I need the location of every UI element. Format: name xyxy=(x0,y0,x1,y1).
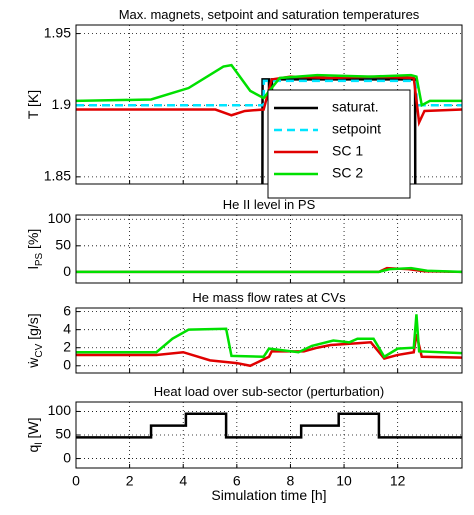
legend-label: saturat. xyxy=(332,99,379,115)
y-label-unit: [%] xyxy=(25,229,41,253)
axes-title: He mass flow rates at CVs xyxy=(192,290,346,305)
y-tick-label: 6 xyxy=(63,302,71,318)
axes-title: He II level in PS xyxy=(223,197,316,212)
axes-frame xyxy=(75,214,463,284)
x-tick-label: 2 xyxy=(126,473,134,489)
y-tick-label: 0 xyxy=(63,263,71,279)
y-tick-label: 1.9 xyxy=(52,96,72,112)
y-label-main: l xyxy=(25,266,41,269)
series-line xyxy=(76,314,462,359)
y-tick-label: 0 xyxy=(63,356,71,372)
y-label-sub: PS xyxy=(34,253,45,267)
x-tick-label: 6 xyxy=(233,473,241,489)
legend-label: SC 2 xyxy=(332,165,363,181)
x-tick-label: 12 xyxy=(390,473,406,489)
axes-title: Max. magnets, setpoint and saturation te… xyxy=(119,7,420,22)
y-axis-label: T [K] xyxy=(25,90,41,119)
x-tick-label: 4 xyxy=(179,473,187,489)
y-label-sub: CV xyxy=(34,343,45,357)
y-tick-label: 100 xyxy=(48,402,72,418)
y-tick-label: 0 xyxy=(63,449,71,465)
x-tick-label: 10 xyxy=(336,473,352,489)
y-tick-label: 1.85 xyxy=(44,168,71,184)
y-label-main: ẇ xyxy=(25,357,41,369)
y-tick-label: 2 xyxy=(63,338,71,354)
y-tick-label: 50 xyxy=(55,426,71,442)
x-tick-label: 8 xyxy=(287,473,295,489)
axes-frame xyxy=(75,307,463,374)
x-tick-label: 0 xyxy=(72,473,80,489)
series-line xyxy=(76,333,462,368)
series-line xyxy=(76,412,462,439)
y-label-sub: l xyxy=(34,442,45,444)
axes-frame xyxy=(75,401,463,469)
axes-title: Heat load over sub-sector (perturbation) xyxy=(154,384,385,399)
y-tick-label: 100 xyxy=(48,210,72,226)
y-tick-label: 1.95 xyxy=(44,24,71,40)
y-axis-label: ql [W] xyxy=(25,418,45,453)
series-line xyxy=(261,78,417,184)
legend-label: setpoint xyxy=(332,121,381,137)
legend-box xyxy=(267,89,411,199)
series-line xyxy=(76,266,462,274)
axes-background xyxy=(76,308,462,373)
y-tick-label: 4 xyxy=(63,320,71,336)
series-line xyxy=(76,63,462,108)
y-axis-label: ẇCV [g/s] xyxy=(25,313,45,368)
y-axis-label: lPS [%] xyxy=(25,229,45,270)
legend-label: SC 1 xyxy=(332,143,363,159)
y-tick-label: 50 xyxy=(55,237,71,253)
y-label-unit: [W] xyxy=(25,418,41,443)
x-axis-label: Simulation time [h] xyxy=(211,487,326,503)
y-label-unit: [g/s] xyxy=(25,313,41,343)
y-label-main: q xyxy=(25,445,41,453)
